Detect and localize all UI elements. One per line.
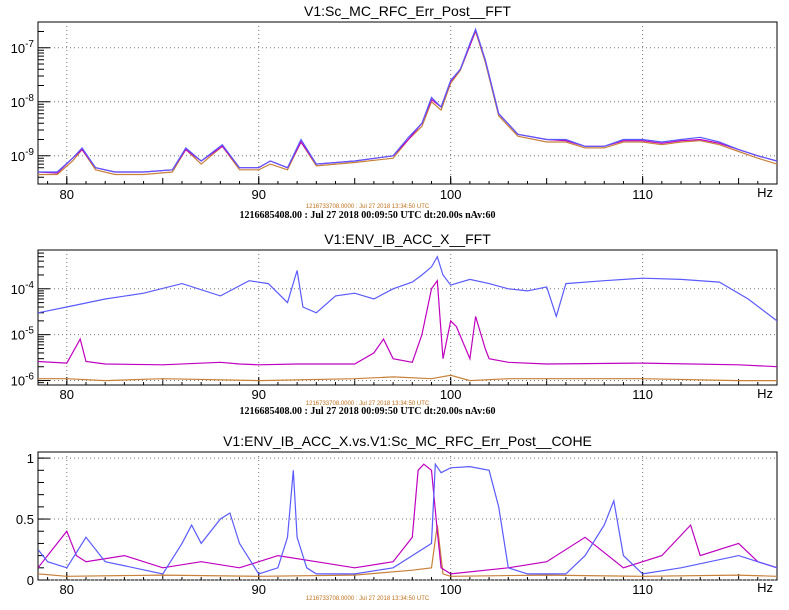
y-tick-exponent: -9: [25, 147, 34, 158]
x-tick-label: 100: [440, 387, 462, 402]
x-axis-unit: Hz: [757, 580, 773, 595]
x-tick-label: 80: [60, 582, 74, 597]
x-tick-label: 90: [252, 582, 266, 597]
series-line-2: [38, 279, 777, 368]
timestamp-small: 1216733708.0000 : Jul 27 2018 13:34:50 U…: [306, 401, 430, 407]
timestamp-small: 1216733708.0000 : Jul 27 2018 13:34:50 U…: [306, 596, 430, 602]
x-tick-label: 110: [632, 387, 653, 402]
chart-panel-1: V1:Sc_MC_RFC_Err_Post__FFT 80 90 100 110 10-9…: [11, 3, 778, 221]
y-tick-label: 0: [27, 573, 34, 588]
series-line-3: [38, 374, 777, 382]
series-line-2: [38, 463, 777, 575]
plot-frame: [37, 21, 778, 185]
chart-title: V1:ENV_IB_ACC_X.vs.V1:Sc_MC_RFC_Err_Post…: [223, 433, 592, 449]
x-tick-label: 100: [440, 187, 462, 202]
chart-title: V1:ENV_IB_ACC_X__FFT: [324, 231, 491, 247]
y-tick-label: 0.5: [16, 512, 34, 527]
plot-frame: [37, 249, 778, 386]
series-line-3: [38, 525, 777, 577]
y-tick-label: 10-9: [11, 147, 35, 164]
chart-panel-3: V1:ENV_IB_ACC_X.vs.V1:Sc_MC_RFC_Err_Post…: [16, 433, 778, 602]
y-tick-exponent: -8: [25, 93, 34, 104]
series-line-3: [38, 29, 777, 176]
y-tick-label: 1: [27, 451, 34, 466]
y-tick-exponent: -4: [25, 280, 34, 291]
timestamp-info: 1216685408.00 : Jul 27 2018 00:09:50 UTC…: [240, 406, 496, 417]
x-tick-label: 100: [440, 582, 462, 597]
y-tick-label: 10-7: [11, 39, 35, 56]
x-tick-label: 80: [60, 387, 74, 402]
y-tick-exponent: -7: [25, 39, 34, 50]
x-tick-label: 90: [252, 387, 266, 402]
x-tick-label: 80: [60, 187, 74, 202]
y-tick-label: 10-6: [11, 372, 35, 389]
x-tick-label: 110: [632, 187, 653, 202]
timestamp-info: 1216685408.00 : Jul 27 2018 00:09:50 UTC…: [240, 210, 496, 221]
y-tick-exponent: -6: [25, 372, 34, 383]
series-line-1: [38, 462, 777, 575]
series-line-1: [38, 27, 777, 173]
y-tick-exponent: -5: [25, 326, 34, 337]
timestamp-small: 1216733708.0000 : Jul 27 2018 13:34:50 U…: [306, 204, 430, 210]
y-tick-label: 10-5: [11, 326, 35, 343]
x-tick-label: 90: [252, 187, 266, 202]
series-line-1: [38, 255, 777, 322]
chart-panel-2: V1:ENV_IB_ACC_X__FFT 80 90 100 110 10-6 10-5 10…: [11, 231, 778, 417]
chart-title: V1:Sc_MC_RFC_Err_Post__FFT: [304, 3, 511, 19]
x-axis-unit: Hz: [757, 185, 773, 200]
plot-frame: [37, 451, 778, 581]
x-tick-label: 110: [632, 582, 653, 597]
y-tick-label: 10-4: [11, 280, 35, 297]
y-tick-label: 10-8: [11, 93, 35, 110]
x-axis-unit: Hz: [757, 386, 773, 401]
